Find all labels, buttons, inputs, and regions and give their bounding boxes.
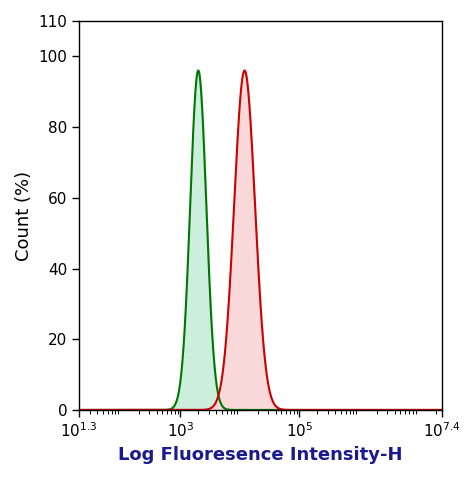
Y-axis label: Count (%): Count (%): [15, 171, 33, 261]
X-axis label: Log Fluoresence Intensity-H: Log Fluoresence Intensity-H: [119, 446, 403, 464]
